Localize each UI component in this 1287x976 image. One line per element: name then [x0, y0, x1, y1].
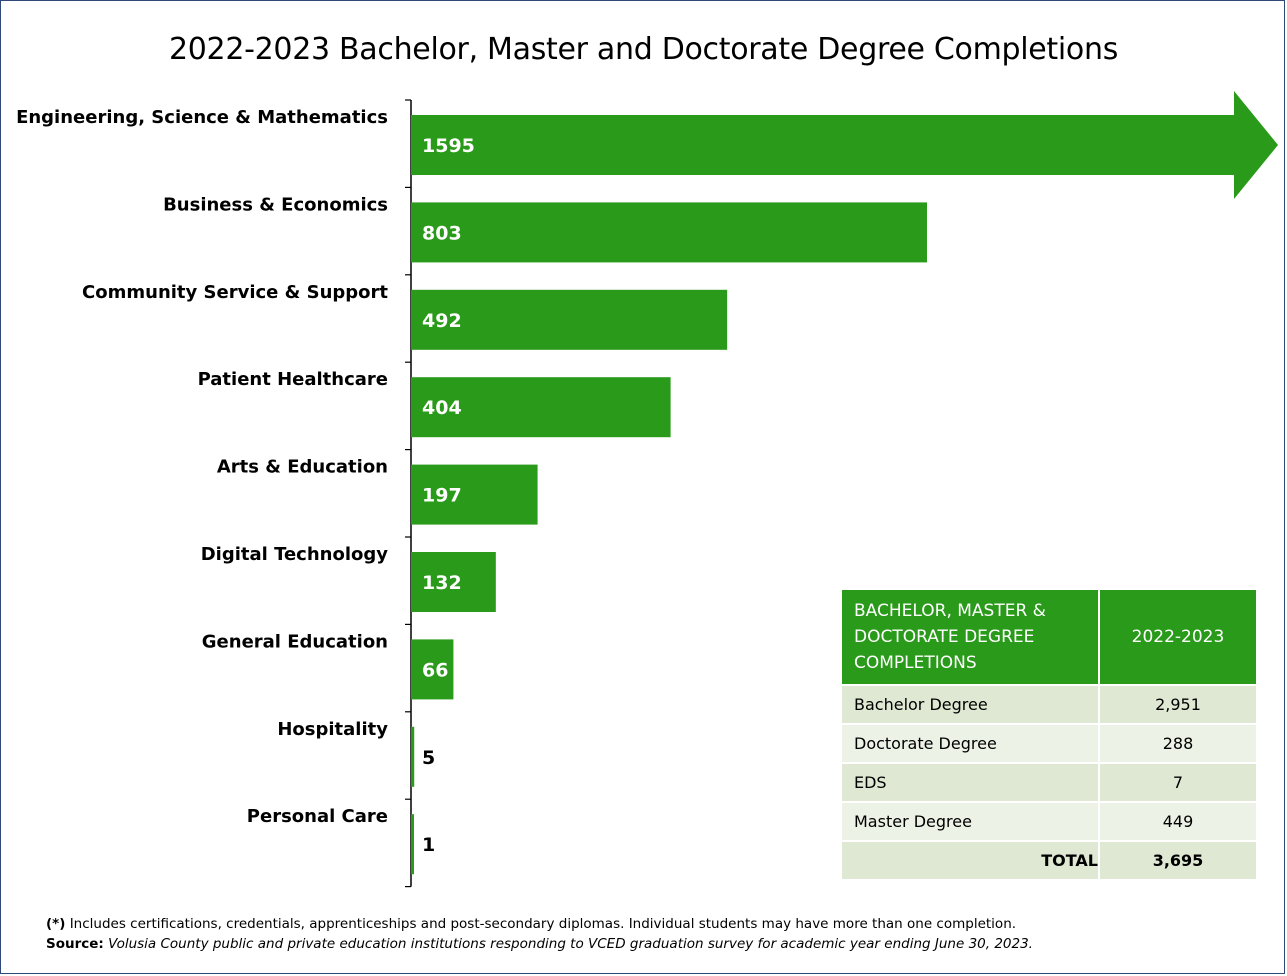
- table-total-value: 3,695: [1098, 840, 1258, 881]
- bar: [411, 814, 414, 875]
- table-header-year: 2022-2023: [1098, 588, 1258, 686]
- completions-table: BACHELOR, MASTER & DOCTORATE DEGREE COMP…: [840, 588, 1258, 881]
- table-row: Doctorate Degree 288: [840, 723, 1258, 764]
- bar: [411, 726, 415, 787]
- data-label: 5: [422, 747, 435, 769]
- table-cell-label: EDS: [840, 762, 1100, 803]
- bar-chart: Engineering, Science & Mathematics 1595 Bu…: [16, 91, 1278, 888]
- data-label: 404: [422, 397, 462, 419]
- table-row: Master Degree 449: [840, 801, 1258, 842]
- table-row: EDS 7: [840, 762, 1258, 803]
- data-label: 803: [422, 222, 462, 244]
- data-label: 1595: [422, 135, 475, 157]
- table-cell-label: Master Degree: [840, 801, 1100, 842]
- bar: [411, 639, 454, 700]
- bar: [411, 202, 927, 263]
- source-text: Volusia County public and private educat…: [103, 936, 1033, 952]
- chart-title: 2022-2023 Bachelor, Master and Doctorate…: [168, 32, 1119, 67]
- source-label: Source:: [46, 936, 104, 952]
- table-cell-value: 288: [1098, 723, 1258, 764]
- chart-footer: (*) Includes certifications, credentials…: [46, 914, 1033, 954]
- bar: [411, 289, 728, 350]
- data-label: 492: [422, 310, 462, 332]
- footnote: (*) Includes certifications, credentials…: [46, 914, 1033, 934]
- table-row: Bachelor Degree 2,951: [840, 684, 1258, 725]
- table-cell-label: Bachelor Degree: [840, 684, 1100, 725]
- category-label: General Education: [202, 631, 388, 652]
- data-label: 1: [422, 834, 435, 856]
- table-cell-value: 449: [1098, 801, 1258, 842]
- category-label: Personal Care: [247, 806, 388, 827]
- table-header-label: BACHELOR, MASTER & DOCTORATE DEGREE COMP…: [840, 588, 1100, 686]
- footnote-text: Includes certifications, credentials, ap…: [65, 916, 1017, 932]
- category-label: Engineering, Science & Mathematics: [16, 107, 388, 128]
- category-label: Hospitality: [277, 719, 388, 740]
- table-header-row: BACHELOR, MASTER & DOCTORATE DEGREE COMP…: [840, 588, 1258, 686]
- table-cell-label: Doctorate Degree: [840, 723, 1100, 764]
- category-label: Digital Technology: [201, 544, 389, 565]
- footnote-mark: (*): [46, 916, 66, 932]
- data-label: 132: [422, 572, 462, 594]
- source-note: Source: Volusia County public and privat…: [46, 934, 1033, 954]
- bar: [411, 552, 496, 612]
- category-label: Arts & Education: [217, 457, 388, 478]
- table-total-row: TOTAL 3,695: [840, 840, 1258, 881]
- bar: [411, 91, 1278, 199]
- bar: [411, 464, 538, 525]
- bar: [411, 377, 671, 438]
- table-cell-value: 7: [1098, 762, 1258, 803]
- data-label: 66: [422, 659, 448, 681]
- table-total-label: TOTAL: [840, 840, 1100, 881]
- table-cell-value: 2,951: [1098, 684, 1258, 725]
- category-label: Business & Economics: [163, 194, 388, 215]
- category-label: Community Service & Support: [82, 282, 388, 303]
- data-label: 197: [422, 485, 462, 507]
- category-label: Patient Healthcare: [198, 369, 388, 390]
